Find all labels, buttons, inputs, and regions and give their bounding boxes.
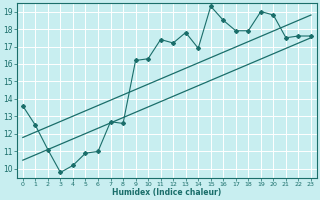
X-axis label: Humidex (Indice chaleur): Humidex (Indice chaleur)	[112, 188, 221, 197]
